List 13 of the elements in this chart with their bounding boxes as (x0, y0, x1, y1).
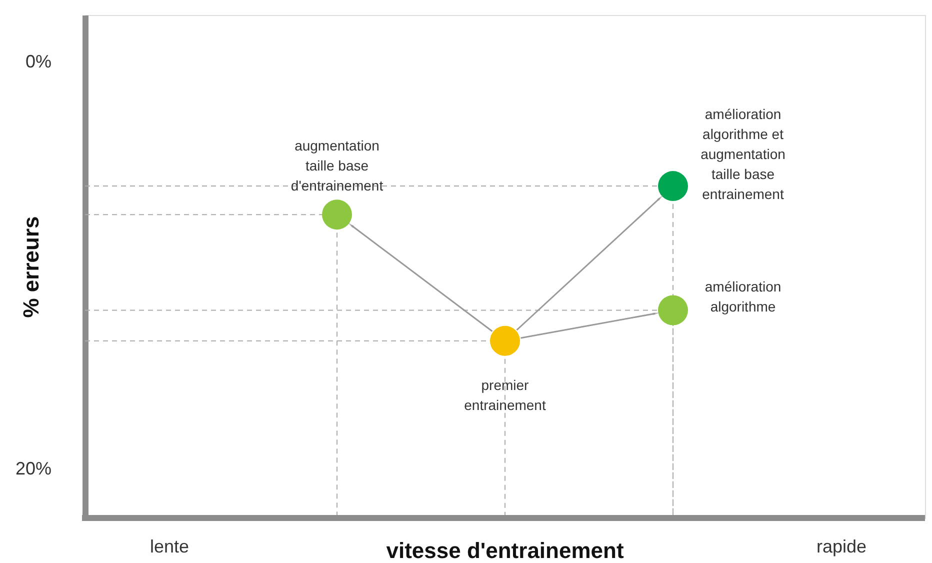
y-tick-label: 20% (15, 458, 52, 479)
point (658, 295, 688, 326)
y-axis-title: % erreurs (18, 216, 44, 318)
x-tick-label: rapide (816, 536, 867, 556)
point (658, 171, 688, 202)
x-axis-title: vitesse d'entrainement (386, 538, 624, 563)
point (490, 326, 520, 356)
annotation: augmentation taille base d'entrainement (290, 138, 384, 194)
annotation: premier entrainement (464, 376, 546, 413)
annotation: amélioration algorithme et augmentation taille base entrainement (700, 106, 786, 202)
x-tick-label: lente (150, 536, 190, 556)
annotation: amélioration algorithme (704, 278, 782, 314)
y-tick-label: 0% (25, 51, 52, 72)
